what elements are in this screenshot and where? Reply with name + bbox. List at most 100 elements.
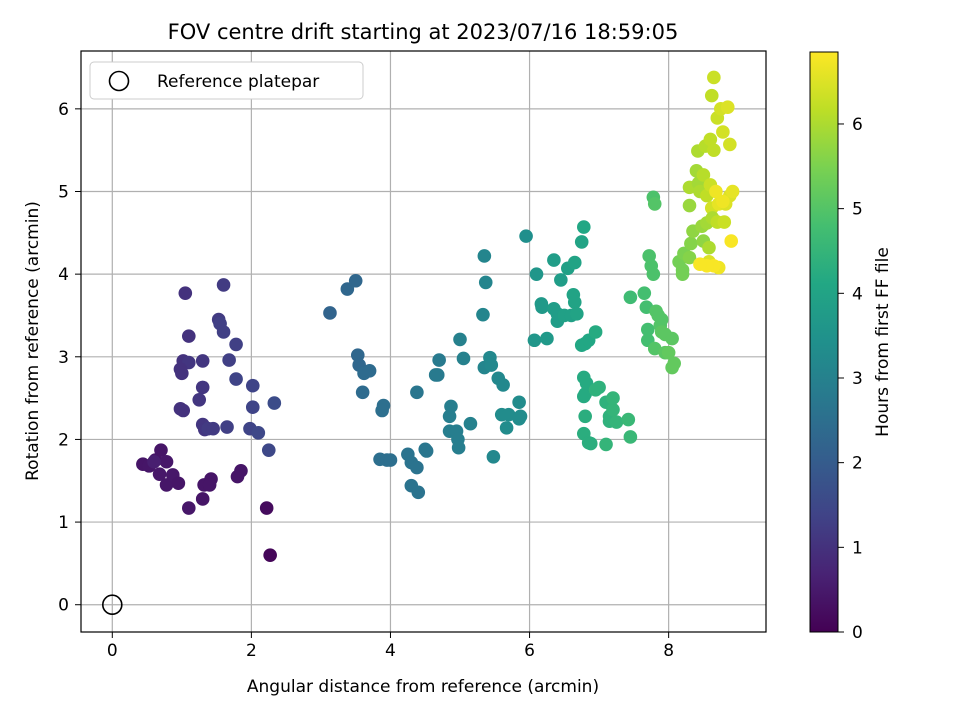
data-point: [547, 253, 561, 267]
reference-platepar-marker: [101, 594, 123, 616]
data-point: [704, 88, 719, 103]
data-point: [430, 368, 445, 382]
colorbar-tick-label: 3: [852, 369, 863, 389]
data-point: [693, 257, 707, 272]
data-point: [588, 325, 603, 339]
data-point: [583, 436, 598, 451]
colorbar-tick-label: 5: [852, 200, 863, 220]
colorbar-label: Hours from first FF file: [873, 247, 893, 437]
data-point: [578, 409, 592, 424]
data-point: [195, 492, 210, 506]
data-point: [554, 273, 568, 287]
data-point: [410, 460, 424, 475]
data-point: [410, 385, 424, 400]
grid-lines: [81, 51, 766, 632]
data-point: [340, 282, 355, 296]
data-point: [154, 443, 168, 457]
data-point: [245, 378, 260, 393]
data-point: [646, 267, 661, 281]
data-point: [499, 421, 514, 435]
data-point: [725, 184, 740, 199]
data-point: [442, 409, 457, 424]
data-point: [220, 420, 234, 434]
data-point: [723, 137, 737, 152]
data-point: [724, 234, 739, 248]
data-point: [245, 400, 260, 415]
x-tick-label: 2: [246, 641, 257, 661]
colorbar-tick-label: 4: [852, 284, 863, 304]
data-point: [567, 255, 582, 270]
data-point: [675, 267, 690, 281]
data-point: [501, 407, 516, 422]
data-point: [178, 286, 193, 300]
data-point: [206, 421, 220, 436]
data-point: [451, 440, 466, 455]
plot-area-frame: [80, 50, 767, 633]
data-point: [716, 194, 730, 209]
y-tick-label: 4: [58, 265, 69, 285]
data-point: [456, 351, 471, 366]
data-point: [661, 345, 676, 360]
data-point: [159, 478, 174, 492]
data-point: [267, 396, 282, 410]
data-point: [484, 358, 499, 372]
colorbar-gradient: [809, 51, 839, 633]
data-point: [570, 307, 584, 321]
data-point: [637, 286, 652, 300]
data-point: [512, 411, 526, 426]
data-point: [176, 403, 191, 418]
data-point: [152, 467, 167, 481]
data-point: [623, 290, 638, 305]
data-point: [527, 333, 542, 348]
data-point: [216, 325, 231, 339]
data-point: [486, 449, 501, 464]
data-point: [229, 372, 243, 386]
y-tick-label: 2: [58, 430, 69, 450]
legend-entry: Reference platepar: [157, 72, 319, 92]
colorbar-tick-label: 1: [852, 538, 863, 558]
data-point: [606, 391, 620, 405]
y-axis-label: Rotation from reference (arcmin): [23, 201, 43, 481]
colorbar-ticks: 0 1 2 3 4 5 6: [838, 115, 863, 643]
data-point: [350, 348, 365, 362]
data-point: [171, 476, 186, 491]
data-point: [682, 198, 697, 213]
data-point: [195, 354, 210, 368]
data-point: [647, 341, 662, 356]
data-point: [696, 168, 711, 182]
data-point: [684, 236, 698, 251]
data-point: [717, 215, 732, 229]
data-point: [720, 100, 735, 114]
data-point: [195, 380, 210, 395]
data-point: [418, 442, 433, 457]
data-point: [362, 364, 377, 378]
data-point: [519, 229, 533, 243]
data-point: [654, 325, 669, 339]
data-point: [478, 275, 493, 290]
y-tick-label: 5: [58, 182, 69, 202]
data-point: [411, 485, 426, 500]
data-point: [682, 250, 697, 265]
data-point: [540, 331, 554, 346]
data-point: [647, 197, 662, 211]
data-point: [529, 267, 544, 281]
data-points: [136, 70, 740, 562]
y-axis: 0 1 2 3 4 5 6: [58, 100, 81, 616]
data-point: [453, 332, 467, 347]
data-point: [665, 331, 679, 346]
data-point: [576, 389, 591, 404]
legend-box: [89, 61, 364, 100]
data-point: [147, 454, 161, 469]
colorbar: 0 1 2 3 4 5 6 Hours from first FF file: [809, 51, 893, 643]
x-tick-label: 6: [524, 641, 535, 661]
data-point: [599, 437, 613, 452]
data-point: [181, 329, 196, 343]
data-point: [222, 353, 236, 367]
x-tick-label: 8: [663, 641, 674, 661]
data-point: [251, 426, 266, 440]
data-point: [703, 132, 718, 147]
data-point: [716, 125, 730, 139]
data-point: [355, 385, 370, 400]
